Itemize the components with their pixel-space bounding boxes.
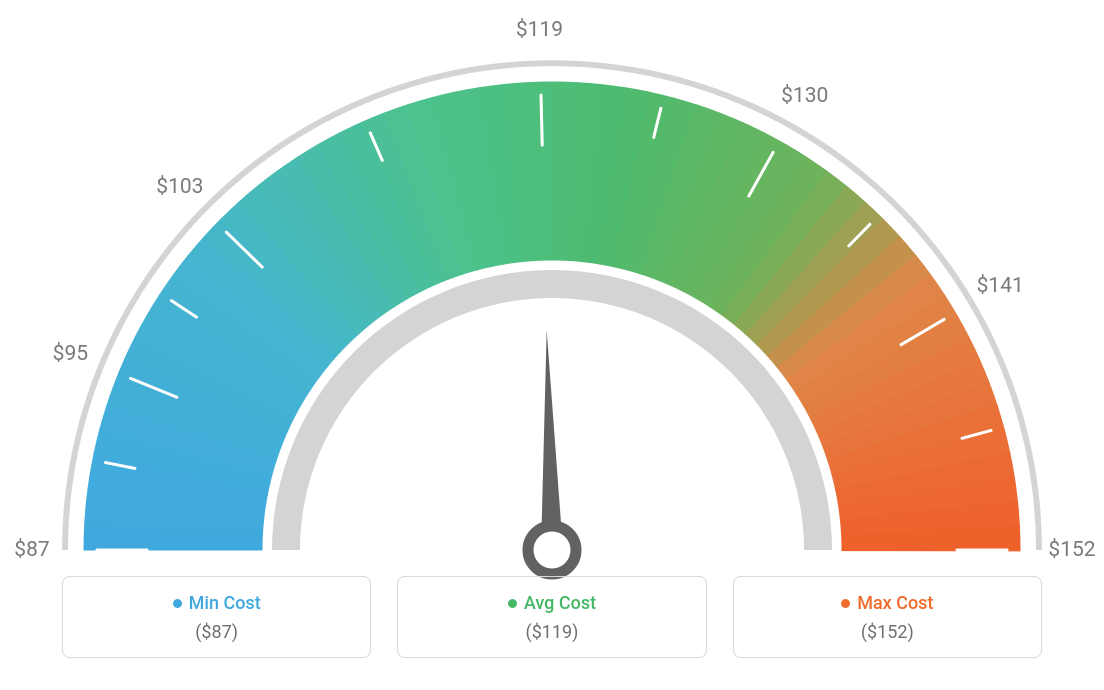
legend-box: Max Cost ($152)	[733, 576, 1042, 658]
gauge-tick-label: $103	[156, 175, 203, 199]
gauge-chart: $87 $95 $103 $119 $130 $141 $152	[0, 0, 1104, 560]
gauge-tick-label: $152	[1048, 538, 1095, 562]
gauge-tick-major	[541, 95, 542, 145]
legend-dot-icon	[841, 599, 850, 608]
gauge-hub	[528, 526, 576, 574]
legend-box: Min Cost ($87)	[62, 576, 371, 658]
gauge-tick-label: $141	[977, 274, 1024, 298]
gauge-tick-label: $119	[516, 18, 563, 42]
legend-label: Min Cost	[189, 593, 261, 614]
legend-title: Min Cost	[173, 593, 261, 614]
legend-value: ($87)	[73, 622, 360, 643]
gauge-tick-label: $87	[14, 538, 49, 562]
legend-value: ($119)	[408, 622, 695, 643]
gauge-tick-label: $95	[53, 342, 88, 366]
gauge-needle	[540, 310, 564, 550]
legend-dot-icon	[508, 599, 517, 608]
legend-label: Max Cost	[857, 593, 933, 614]
legend-title: Avg Cost	[508, 593, 596, 614]
gauge-svg	[0, 30, 1104, 590]
legend-value: ($152)	[744, 622, 1031, 643]
legend-dot-icon	[173, 599, 182, 608]
legend-box: Avg Cost ($119)	[397, 576, 706, 658]
legend-title: Max Cost	[841, 593, 933, 614]
legend-row: Min Cost ($87) Avg Cost ($119) Max Cost ($152…	[62, 576, 1042, 658]
gauge-tick-label: $130	[781, 84, 828, 108]
legend-label: Avg Cost	[524, 593, 596, 614]
